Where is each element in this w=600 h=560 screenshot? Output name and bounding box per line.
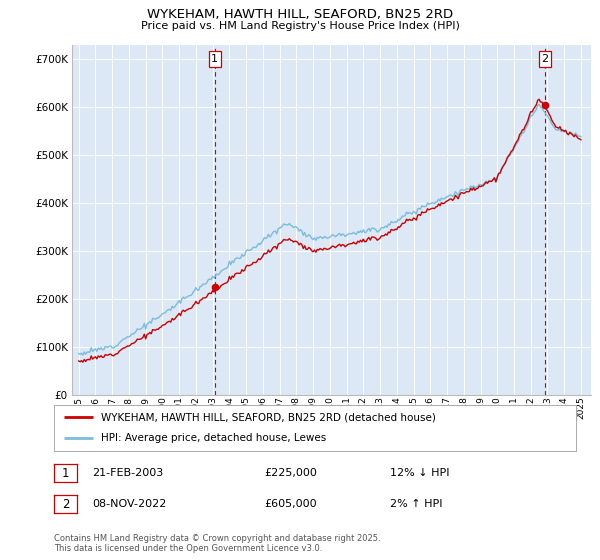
Text: WYKEHAM, HAWTH HILL, SEAFORD, BN25 2RD: WYKEHAM, HAWTH HILL, SEAFORD, BN25 2RD (147, 8, 453, 21)
Text: 2: 2 (62, 497, 69, 511)
Text: 1: 1 (62, 466, 69, 480)
Text: HPI: Average price, detached house, Lewes: HPI: Average price, detached house, Lewe… (101, 433, 326, 444)
Text: 1: 1 (211, 54, 218, 64)
Text: £605,000: £605,000 (264, 499, 317, 509)
Text: Price paid vs. HM Land Registry's House Price Index (HPI): Price paid vs. HM Land Registry's House … (140, 21, 460, 31)
Text: 2: 2 (542, 54, 548, 64)
Text: 21-FEB-2003: 21-FEB-2003 (92, 468, 163, 478)
Text: 08-NOV-2022: 08-NOV-2022 (92, 499, 166, 509)
Text: 2% ↑ HPI: 2% ↑ HPI (390, 499, 443, 509)
Text: Contains HM Land Registry data © Crown copyright and database right 2025.
This d: Contains HM Land Registry data © Crown c… (54, 534, 380, 553)
Text: £225,000: £225,000 (264, 468, 317, 478)
Text: 12% ↓ HPI: 12% ↓ HPI (390, 468, 449, 478)
Text: WYKEHAM, HAWTH HILL, SEAFORD, BN25 2RD (detached house): WYKEHAM, HAWTH HILL, SEAFORD, BN25 2RD (… (101, 412, 436, 422)
